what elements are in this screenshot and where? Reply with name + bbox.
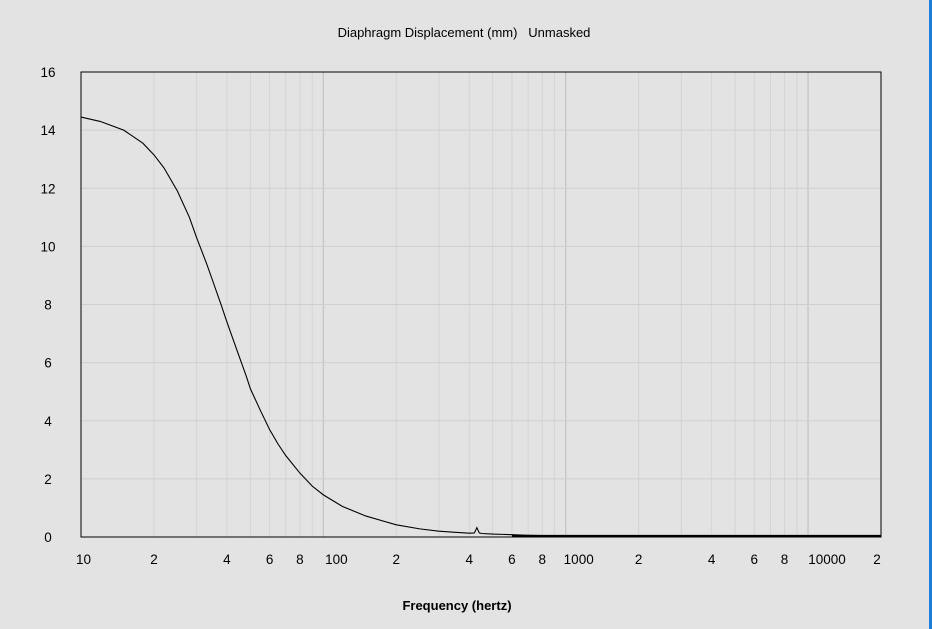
x-tick-label: 10 (76, 552, 91, 567)
series-line (80, 116, 881, 537)
y-tick-label: 2 (44, 472, 52, 487)
x-tick-label: 2 (635, 552, 643, 567)
window-border (929, 0, 932, 629)
x-tick-label: 10000 (808, 552, 846, 567)
y-tick-label: 0 (44, 530, 52, 545)
y-tick-label: 10 (40, 239, 55, 254)
y-tick-label: 6 (44, 356, 52, 371)
grid-lines (81, 72, 881, 537)
y-tick-label: 12 (40, 181, 55, 196)
x-axis-label: Frequency (hertz) (402, 598, 512, 613)
x-tick-label: 6 (751, 552, 759, 567)
x-tick-label: 4 (465, 552, 473, 567)
x-tick-label: 4 (223, 552, 231, 567)
x-tick-label: 2 (873, 552, 881, 567)
chart-title: Diaphragm Displacement (mm) Unmasked (337, 25, 591, 40)
y-tick-label: 14 (40, 123, 56, 138)
x-tick-label: 8 (781, 552, 789, 567)
x-tick-label: 4 (708, 552, 716, 567)
tick-labels: 0 2 4 6 8 10 12 14 16 10 2 4 6 8 100 2 4 6 8 1000 2 4 6 8 10000 2 (40, 65, 880, 567)
x-tick-label: 1000 (564, 552, 594, 567)
y-tick-label: 8 (44, 298, 52, 313)
x-tick-label: 8 (538, 552, 546, 567)
plot-area-frame (80, 71, 882, 538)
x-tick-label: 8 (296, 552, 304, 567)
y-tick-label: 16 (40, 65, 55, 80)
x-tick-label: 6 (508, 552, 516, 567)
x-tick-label: 2 (393, 552, 401, 567)
y-tick-label: 4 (44, 414, 52, 429)
x-tick-label: 6 (266, 552, 274, 567)
x-tick-label: 100 (325, 552, 348, 567)
x-tick-label: 2 (150, 552, 158, 567)
